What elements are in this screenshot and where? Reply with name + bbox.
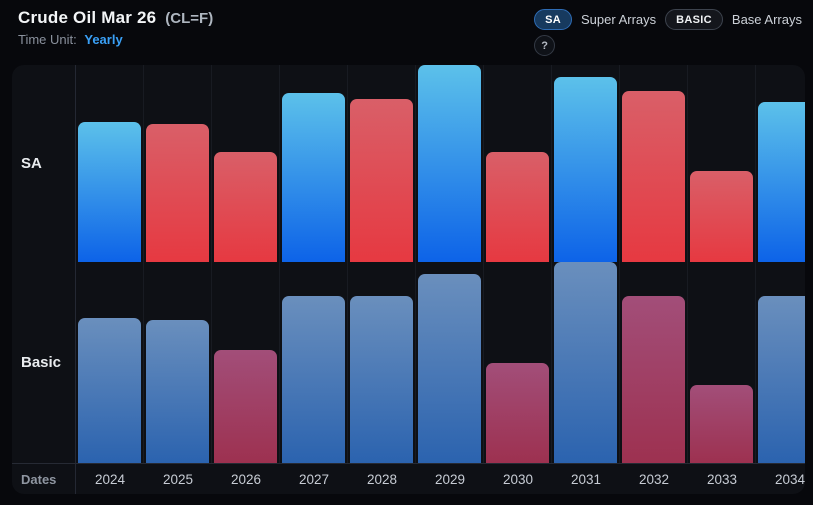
axis-year-label-2027: 2027 <box>298 471 330 487</box>
basic-slot-2034 <box>756 262 805 463</box>
axis-year-label-2028: 2028 <box>366 471 398 487</box>
basic-bar-2031[interactable] <box>554 262 617 463</box>
basic-bar-2033[interactable] <box>690 384 753 463</box>
basic-bar-2029[interactable] <box>418 274 481 463</box>
axis-years: 2024 2025 2026 2027 2028 2029 2030 2031 2032 2033… <box>76 464 805 494</box>
axis-year-label-2024: 2024 <box>94 471 126 487</box>
basic-slot-2025 <box>144 262 211 463</box>
sa-slot-2034 <box>756 65 805 262</box>
chart-column-2032 <box>620 65 688 463</box>
basic-bar-2026[interactable] <box>214 350 277 463</box>
header: Crude Oil Mar 26 (CL=F) Time Unit: Yearl… <box>18 8 213 47</box>
time-unit-row: Time Unit: Yearly <box>18 32 213 47</box>
chart-column-2024 <box>76 65 144 463</box>
sa-bar-2029[interactable] <box>418 65 481 262</box>
sa-bar-2034[interactable] <box>758 102 805 262</box>
basic-slot-2029 <box>416 262 483 463</box>
basic-slot-2030 <box>484 262 551 463</box>
basic-bar-2024[interactable] <box>78 318 141 463</box>
sa-slot-2027 <box>280 65 347 262</box>
basic-slot-2032 <box>620 262 687 463</box>
axis-year-label-2033: 2033 <box>706 471 738 487</box>
basic-slot-2028 <box>348 262 415 463</box>
chart-column-2029 <box>416 65 484 463</box>
title-row: Crude Oil Mar 26 (CL=F) <box>18 8 213 28</box>
basic-row-label: Basic <box>21 354 62 371</box>
sa-bar-2024[interactable] <box>78 122 141 262</box>
sa-bar-2028[interactable] <box>350 98 413 262</box>
basic-bar-2034[interactable] <box>758 296 805 463</box>
base-arrays-label: Base Arrays <box>731 12 802 27</box>
chart-column-2033 <box>688 65 756 463</box>
time-unit-value[interactable]: Yearly <box>84 32 123 47</box>
time-unit-label: Time Unit: <box>18 32 77 47</box>
basic-bar-2032[interactable] <box>622 296 685 463</box>
sa-bar-2032[interactable] <box>622 90 685 262</box>
chart-column-2031 <box>552 65 620 463</box>
axis-year-label-2029: 2029 <box>434 471 466 487</box>
sa-slot-2026 <box>212 65 279 262</box>
page-title: Crude Oil Mar 26 <box>18 8 157 27</box>
chart-panel: SA Basic Dates 2024 2025 2026 2027 2028 2029 2… <box>12 65 805 494</box>
sa-slot-2028 <box>348 65 415 262</box>
basic-slot-2033 <box>688 262 755 463</box>
toggle-row: SA Super Arrays BASIC Base Arrays <box>534 9 802 30</box>
row-label-column: SA Basic <box>12 65 76 463</box>
sa-slot-2032 <box>620 65 687 262</box>
sa-slot-2030 <box>484 65 551 262</box>
basic-bar-2025[interactable] <box>146 320 209 463</box>
basic-slot-2024 <box>76 262 143 463</box>
view-toggles: SA Super Arrays BASIC Base Arrays ? <box>534 9 802 56</box>
basic-row-label-slot: Basic <box>12 262 75 463</box>
sa-bar-2026[interactable] <box>214 151 277 262</box>
sa-slot-2025 <box>144 65 211 262</box>
sa-bar-2025[interactable] <box>146 124 209 262</box>
base-arrays-toggle[interactable]: BASIC <box>665 9 723 30</box>
sa-slot-2031 <box>552 65 619 262</box>
sa-bar-2033[interactable] <box>690 171 753 262</box>
axis-year-label-2034: 2034 <box>774 471 805 487</box>
basic-bar-2027[interactable] <box>282 296 345 463</box>
sa-bar-2031[interactable] <box>554 76 617 262</box>
super-arrays-toggle[interactable]: SA <box>534 9 573 30</box>
help-row: ? <box>534 35 802 56</box>
basic-slot-2026 <box>212 262 279 463</box>
chart-columns <box>76 65 805 463</box>
help-icon[interactable]: ? <box>534 35 556 56</box>
sa-bar-2027[interactable] <box>282 92 345 262</box>
sa-slot-2029 <box>416 65 483 262</box>
sa-bar-2030[interactable] <box>486 151 549 262</box>
axis-year-label-2030: 2030 <box>502 471 534 487</box>
chart-column-2030 <box>484 65 552 463</box>
super-arrays-label: Super Arrays <box>581 12 657 27</box>
dates-axis: Dates 2024 2025 2026 2027 2028 2029 2030 2031 20… <box>12 463 805 494</box>
chart-column-2025 <box>144 65 212 463</box>
sa-row-label: SA <box>21 155 42 172</box>
sa-row-label-slot: SA <box>12 65 75 262</box>
dates-axis-label: Dates <box>12 464 76 494</box>
basic-slot-2027 <box>280 262 347 463</box>
chart-region: SA Basic <box>12 65 805 463</box>
basic-slot-2031 <box>552 262 619 463</box>
ticker-symbol: (CL=F) <box>165 10 214 27</box>
chart-column-2027 <box>280 65 348 463</box>
sa-slot-2024 <box>76 65 143 262</box>
axis-year-label-2031: 2031 <box>570 471 602 487</box>
chart-column-2026 <box>212 65 280 463</box>
chart-column-2034 <box>756 65 805 463</box>
basic-bar-2028[interactable] <box>350 296 413 463</box>
chart-column-2028 <box>348 65 416 463</box>
basic-bar-2030[interactable] <box>486 362 549 463</box>
axis-year-label-2026: 2026 <box>230 471 262 487</box>
axis-year-label-2032: 2032 <box>638 471 670 487</box>
sa-slot-2033 <box>688 65 755 262</box>
axis-year-label-2025: 2025 <box>162 471 194 487</box>
